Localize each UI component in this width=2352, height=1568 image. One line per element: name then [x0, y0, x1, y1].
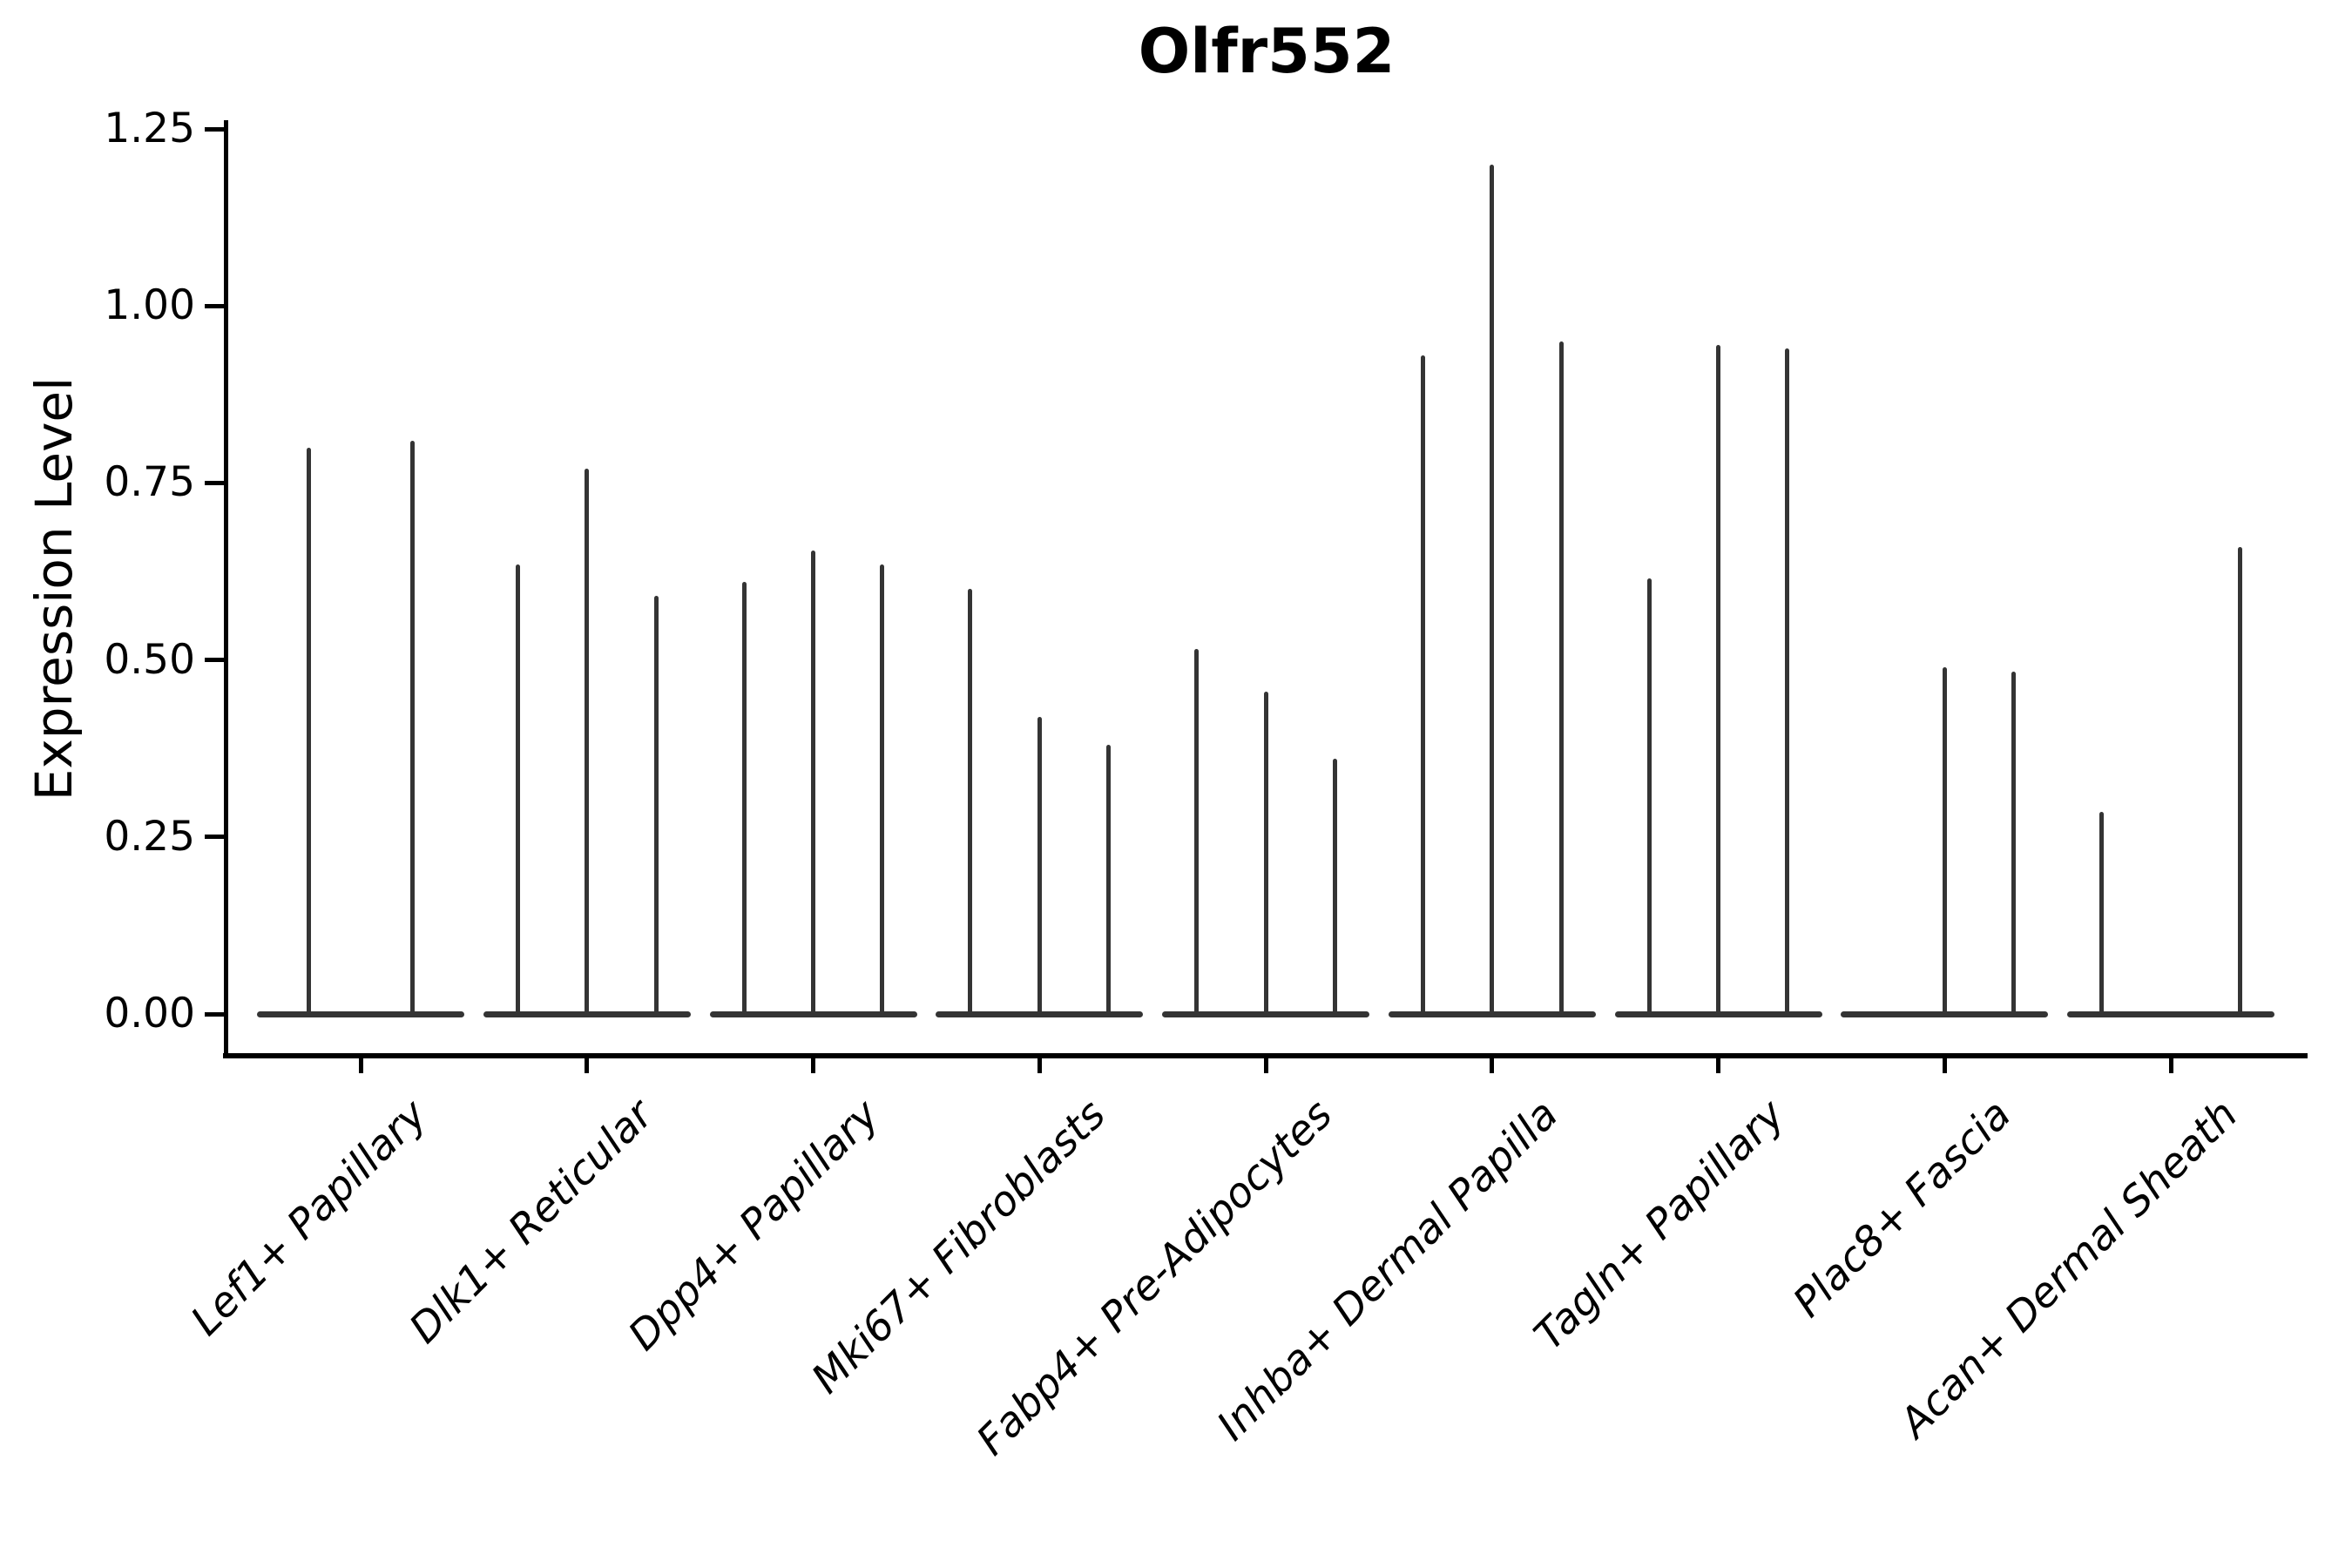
violin-spike: [1558, 341, 1564, 1017]
violin-spike: [1106, 745, 1112, 1017]
x-tick-mark: [585, 1058, 590, 1073]
y-tick-label: 0.75: [104, 458, 195, 507]
violin-spike: [741, 582, 747, 1017]
violin-spike: [1785, 348, 1790, 1017]
violin-spike: [307, 447, 311, 1017]
violin-spike: [410, 440, 415, 1017]
violin-spike: [1716, 344, 1720, 1017]
x-tick-mark: [2168, 1058, 2173, 1073]
violin-spike: [1194, 649, 1200, 1017]
violin-spike: [811, 550, 815, 1017]
y-tick-label: 0.50: [104, 635, 195, 684]
y-tick-label: 1.25: [104, 105, 195, 152]
y-tick-mark: [205, 303, 226, 308]
violin-spike: [1942, 666, 1947, 1017]
violin-baseline: [257, 1011, 464, 1017]
y-axis-spine: [224, 120, 228, 1058]
violin-spike: [1332, 759, 1337, 1017]
x-tick-mark: [1263, 1058, 1268, 1073]
x-tick-mark: [1716, 1058, 1720, 1073]
violin-spike: [2011, 672, 2017, 1017]
violin-spike: [1490, 164, 1495, 1017]
x-tick-mark: [1942, 1058, 1947, 1073]
y-tick-label: 1.00: [104, 281, 195, 330]
x-axis-spine: [223, 1053, 2308, 1058]
y-tick-mark: [205, 835, 226, 840]
violin-spike: [1420, 355, 1425, 1017]
violin-baseline: [2067, 1011, 2274, 1017]
y-tick-label: 0.25: [104, 812, 195, 861]
x-tick-label: Acan+ Dermal Sheath: [1757, 1091, 2247, 1447]
y-tick-mark: [205, 126, 226, 132]
x-tick-mark: [811, 1058, 815, 1073]
y-tick-mark: [205, 480, 226, 485]
x-tick-mark: [1037, 1058, 1042, 1073]
violin-spike: [653, 596, 659, 1017]
violin-spike: [880, 564, 885, 1017]
violin-spike: [1037, 716, 1042, 1017]
plot-title: Olfr552: [1138, 16, 1396, 87]
x-tick-mark: [1490, 1058, 1495, 1073]
x-tick-mark: [358, 1058, 363, 1073]
violin-spike: [968, 589, 973, 1017]
violin-spike: [1646, 578, 1652, 1017]
violin-spike: [1263, 692, 1268, 1017]
violin-spike: [2099, 812, 2105, 1017]
y-tick-label: 0.00: [104, 990, 195, 1037]
violin-spike: [515, 564, 520, 1017]
y-tick-mark: [205, 1011, 226, 1017]
y-tick-mark: [205, 658, 226, 663]
y-axis-label: Expression Level: [24, 376, 84, 801]
violin-spike: [585, 469, 590, 1017]
violin-spike: [2237, 546, 2242, 1017]
